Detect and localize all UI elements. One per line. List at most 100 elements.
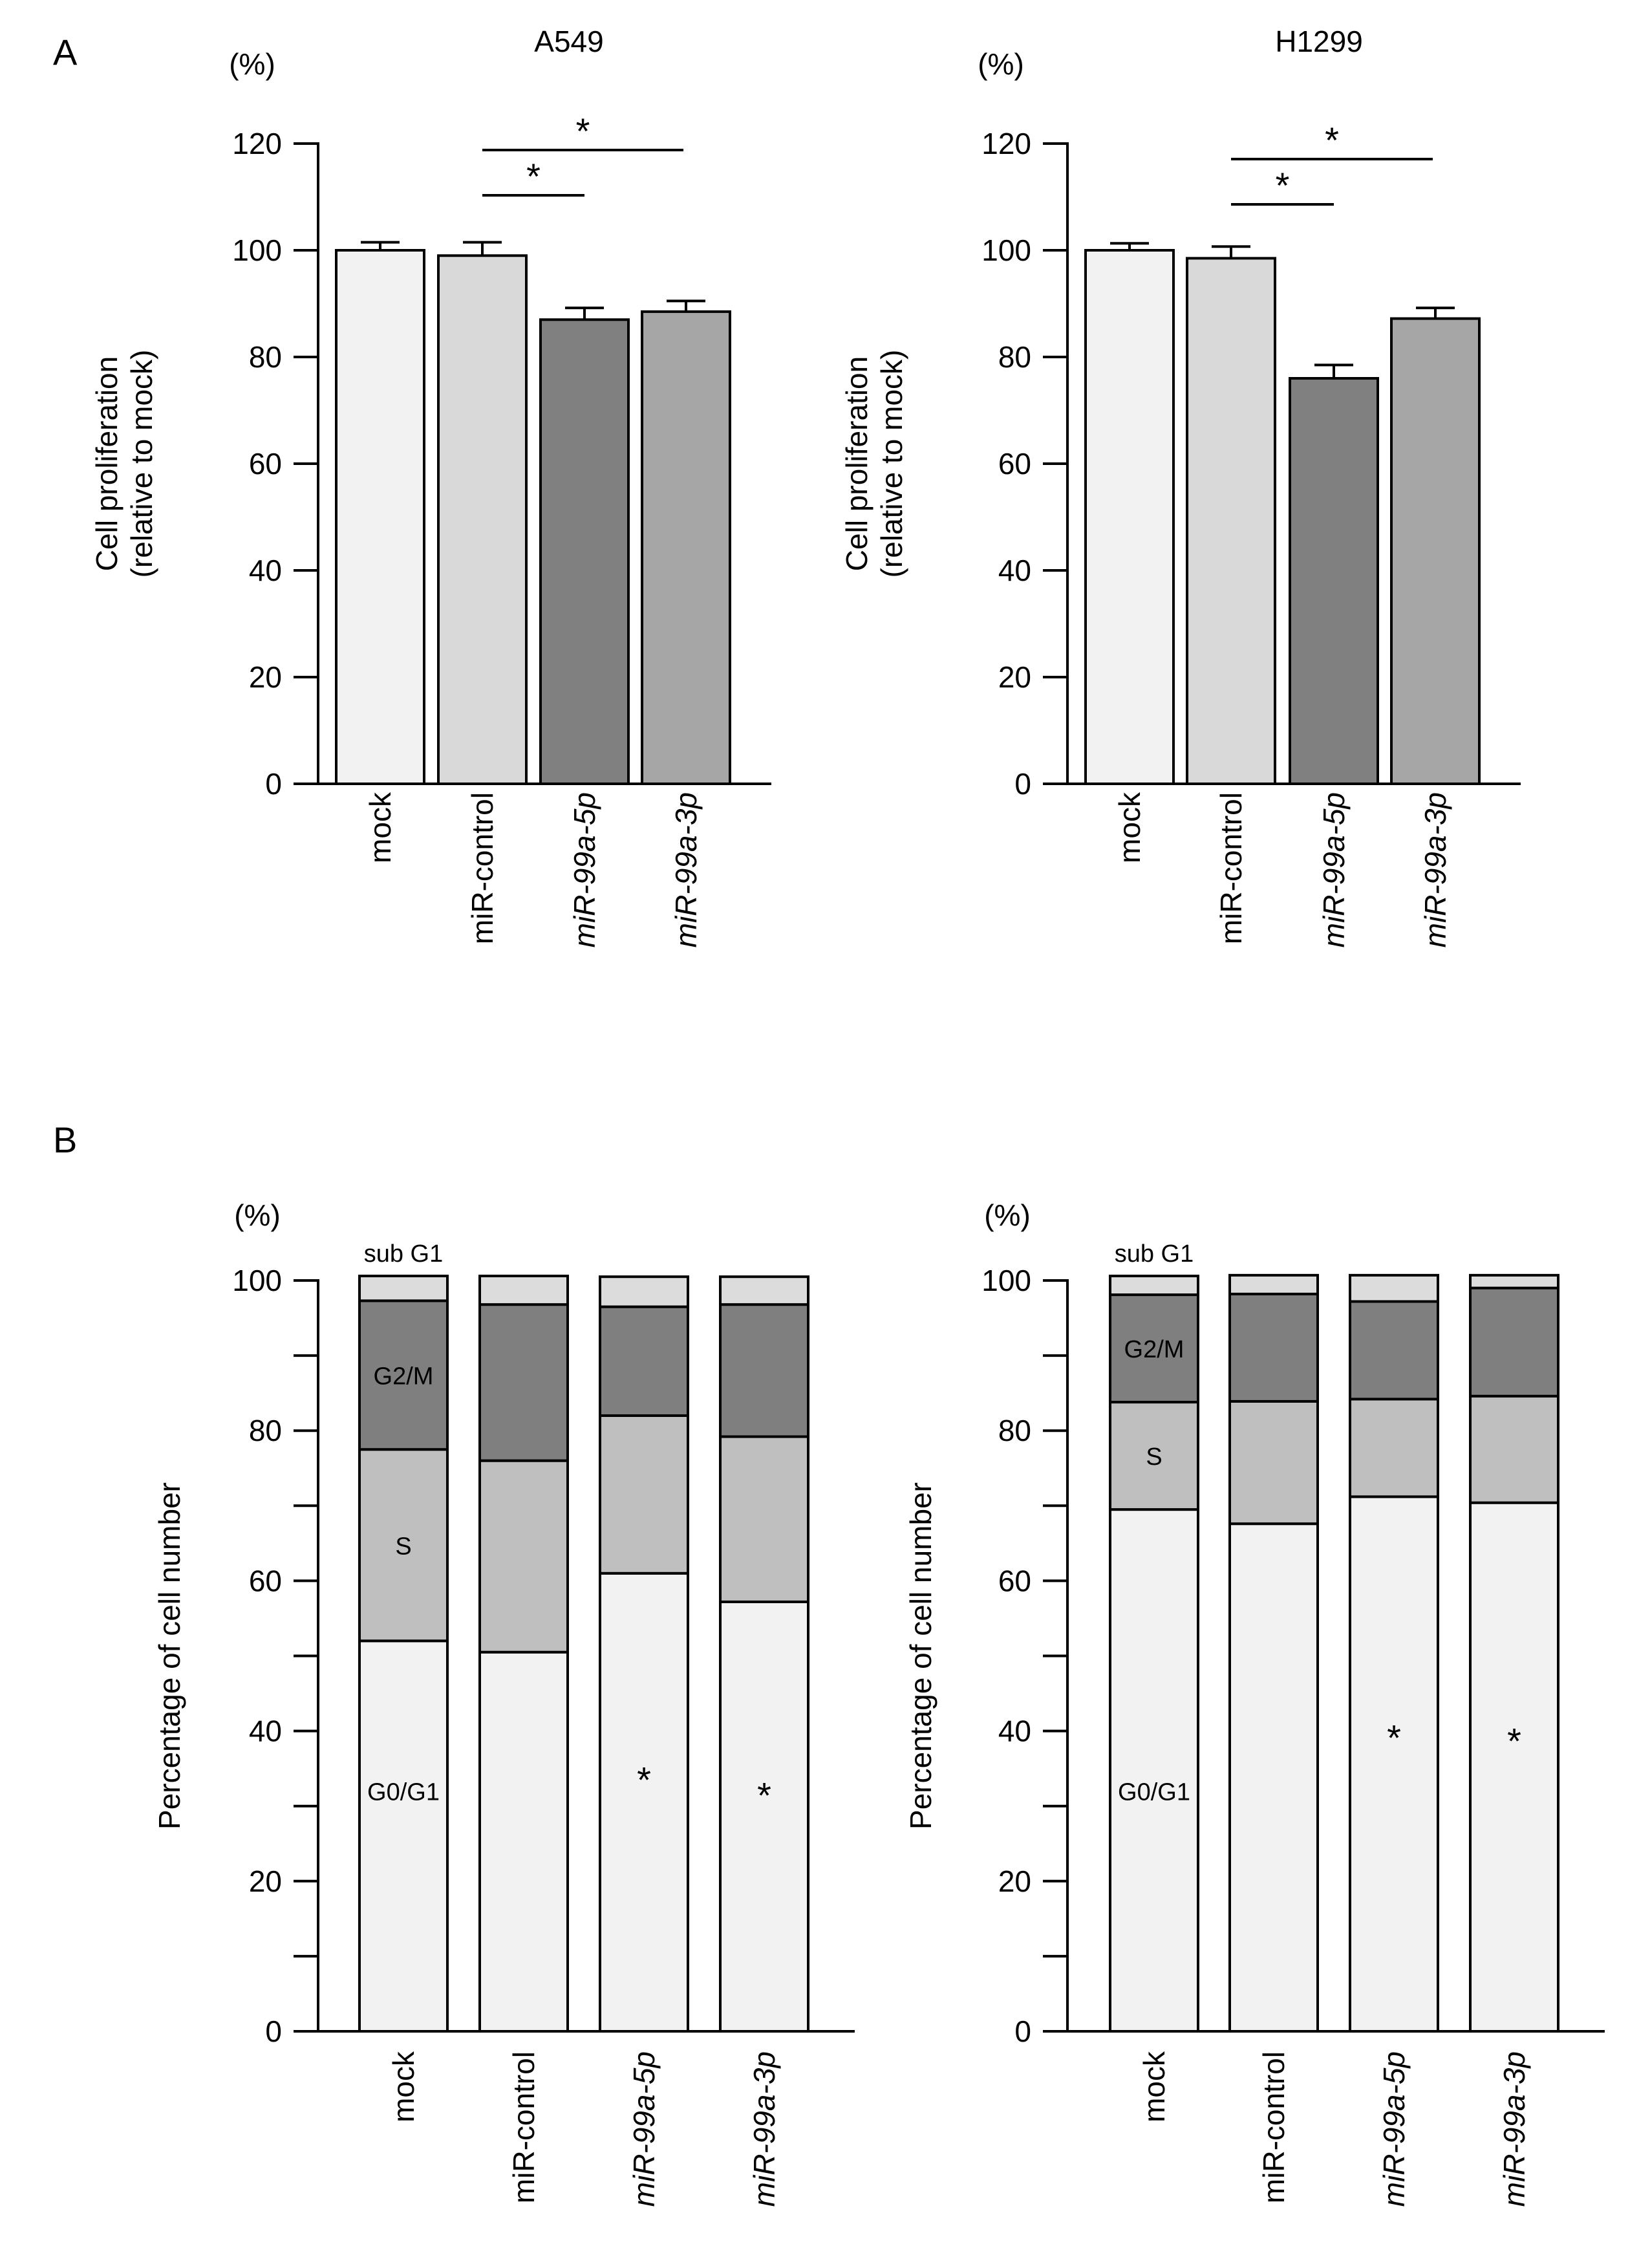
stacked-segment [599,1414,689,1575]
y-tick-label: 100 [232,1264,282,1297]
stacked-segment [1109,1293,1199,1404]
stacked-segment [599,1275,689,1308]
x-category-label: miR-99a-5p [1377,2051,1411,2207]
stacked-segment [1469,1273,1559,1290]
stacked-segment [719,1303,809,1438]
panel-label-b: B [53,1119,77,1160]
charts-layer: A549(%)Cell proliferation(relative to mo… [90,25,1605,2207]
y-tick-label: 80 [249,340,282,374]
x-category-label: mock [1113,792,1146,863]
stacked-segment [358,1299,449,1451]
stacked-segment [478,1459,569,1654]
y-tick-label: 80 [998,1414,1031,1447]
stacked-segment [1349,1300,1439,1401]
y-tick-label: 0 [265,2014,282,2048]
y-tick-label: 60 [249,1564,282,1597]
y-axis-label: Percentage of cell number [153,1482,186,1830]
y-tick-label: 100 [232,233,282,267]
stacked-segment [358,1448,449,1643]
stacked-segment [719,1600,809,2033]
chart-a-right: H1299 (%) Cell proliferation(relative to m… [840,25,1521,947]
stacked-segment [1228,1399,1319,1526]
y-tick-label: 40 [998,1714,1031,1748]
chart-b-right: (%) Percentage of cell number 0 20 40 60 80 100… [904,1198,1605,2207]
stacked-segment [719,1275,809,1306]
x-category-label: miR-99a-5p [568,792,601,947]
bar [1186,257,1276,785]
x-category-label: miR-99a-5p [627,2051,661,2207]
bar [1390,317,1481,786]
x-category-label: miR-control [507,2051,541,2203]
stacked-segment [599,1571,689,2033]
y-tick-label: 120 [232,127,282,160]
y-tick-label: 40 [249,554,282,587]
significance-asterisk: * [1325,120,1339,160]
x-category-label: miR-99a-3p [669,792,703,947]
significance-asterisk: * [1387,1717,1401,1758]
x-category-label: miR-99a-3p [1497,2051,1531,2207]
stacked-segment [478,1275,569,1306]
segment-label: S [1146,1443,1162,1471]
chart-title: H1299 [1275,25,1363,58]
x-category-label: miR-control [466,792,499,944]
y-axis-label: Cell proliferation(relative to mock) [840,350,908,578]
chart-title: A549 [534,25,603,58]
y-axis-label-line: (relative to mock) [125,350,158,578]
stacked-segment [1349,1495,1439,2033]
segment-label: G0/G1 [1118,1778,1190,1806]
bar [1084,249,1175,785]
y-axis-label-line: Cell proliferation [840,356,873,571]
stacked-segment [1109,1508,1199,2033]
y-unit-label: (%) [978,47,1024,81]
stacked-segment [1228,1273,1319,1295]
stacked-segment [1349,1273,1439,1303]
bar [641,310,731,785]
significance-asterisk: * [1276,165,1290,206]
panel-label-a: A [53,32,78,72]
bar [1289,377,1379,785]
y-tick-label: 0 [265,767,282,801]
stacked-segment [1109,1401,1199,1511]
stacked-segment [358,1639,449,2033]
segment-label: sub G1 [364,1240,444,1268]
y-tick-label: 80 [998,340,1031,374]
bar [437,254,528,785]
stacked-segment [1228,1522,1319,2033]
y-tick-label: 100 [981,233,1031,267]
significance-asterisk: * [637,1759,651,1800]
x-category-label: mock [363,792,397,863]
y-tick-label: 60 [249,447,282,481]
segment-label: sub G1 [1115,1240,1194,1268]
x-category-label: mock [387,2051,420,2122]
significance-asterisk: * [757,1775,771,1816]
bar [539,318,630,785]
stacked-segment [1349,1398,1439,1498]
significance-asterisk: * [1507,1720,1521,1761]
stacked-segment [1109,1275,1199,1297]
significance-asterisk: * [526,156,541,197]
y-tick-label: 100 [981,1264,1031,1297]
x-category-label: miR-99a-5p [1317,792,1351,947]
y-tick-label: 60 [998,447,1031,481]
chart-b-left: (%) Percentage of cell number 0 20 40 60 80 100… [153,1198,855,2207]
y-tick-label: 20 [249,1864,282,1898]
y-unit-label: (%) [229,47,275,81]
x-category-label: miR-control [1214,792,1248,944]
y-tick-label: 60 [998,1564,1031,1597]
y-axis-label: Cell proliferation(relative to mock) [90,350,158,578]
x-category-label: miR-control [1257,2051,1291,2203]
x-category-label: mock [1137,2051,1171,2122]
y-tick-label: 20 [998,660,1031,694]
y-axis-label: Percentage of cell number [904,1482,938,1830]
segment-label: S [395,1533,411,1560]
significance-asterisk: * [576,111,590,151]
y-axis-label-line: Cell proliferation [90,356,123,571]
y-tick-label: 20 [249,660,282,694]
y-tick-label: 40 [998,554,1031,587]
y-tick-label: 0 [1014,767,1031,801]
stacked-segment [719,1435,809,1603]
y-unit-label: (%) [984,1198,1031,1232]
y-axis-label-line: (relative to mock) [875,350,908,578]
y-tick-label: 0 [1014,2014,1031,2048]
